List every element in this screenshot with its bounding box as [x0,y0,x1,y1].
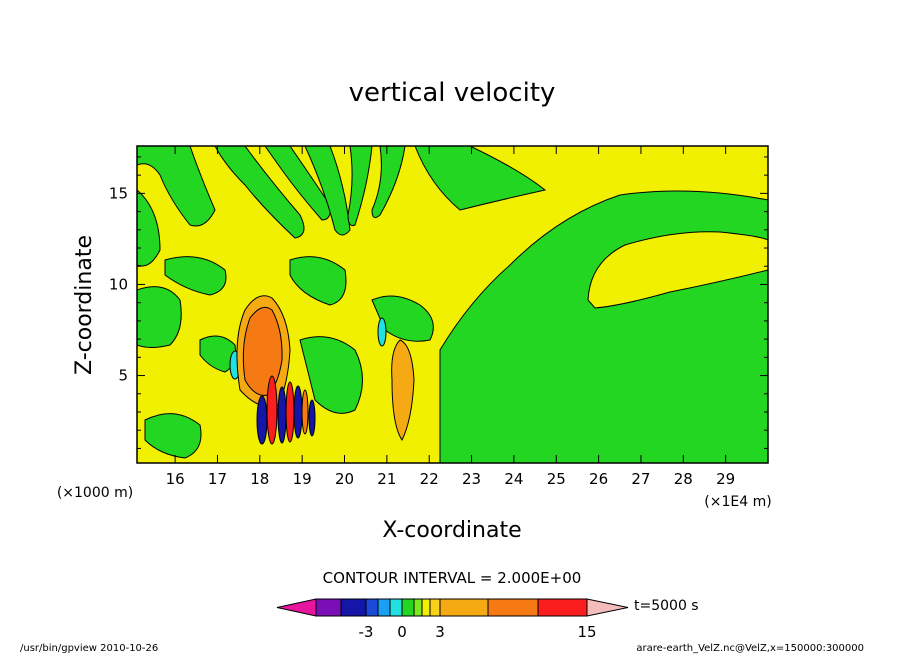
x-tick-label: 16 [166,470,185,488]
cell-down-2 [277,386,287,444]
stripe-5 [371,146,406,219]
colorbar-segment [487,598,539,617]
x-tick-label: 29 [716,470,735,488]
colorbar-arrow-left [276,598,317,617]
colorbar-segment [340,598,367,617]
x-tick-label: 22 [420,470,439,488]
cell-down-4 [308,399,316,437]
y-axis: 5 10 15 [109,156,768,449]
x-tick-label: 26 [589,470,608,488]
colorbar-segment [365,598,379,617]
negative-lobe-center-low [299,336,363,414]
colorbar-label: 0 [397,623,407,641]
x-tick-label: 28 [674,470,693,488]
cell-up-2 [285,381,295,443]
x-tick-label: 19 [293,470,312,488]
y-axis-label: Z-coordinate [72,235,97,375]
footer-left: /usr/bin/gpview 2010-10-26 [20,643,158,654]
x-axis-label: X-coordinate [382,518,521,543]
cell-down-1 [256,395,268,445]
plot-field [137,146,768,463]
convective-cells [256,375,316,445]
negative-band-nw [137,146,216,227]
negative-lobe-center [371,295,434,342]
x-tick-label: 24 [504,470,523,488]
y-tick-label: 10 [109,275,128,293]
negative-lobe-west-1 [137,286,182,348]
cell-up-1 [266,375,278,445]
x-tick-label: 27 [631,470,650,488]
colorbar-segment [429,598,441,617]
stripe-2 [264,146,331,221]
x-tick-label: 20 [335,470,354,488]
colorbar-segment [537,598,588,617]
colorbar-label: 3 [435,623,445,641]
positive-lobe-east [587,231,768,309]
colorbar-segment [315,598,342,617]
stripe-1 [214,146,305,239]
y-tick-label: 15 [109,184,128,202]
colorbar-segment [401,598,415,617]
x-unit-right: (×1E4 m) [704,494,771,510]
cell-down-3 [293,385,303,439]
colorbar-segment [439,598,489,617]
colorbar-segment [389,598,403,617]
colorbar [276,598,629,617]
colorbar-segment [377,598,391,617]
footer-right: arare-earth_VelZ.nc@VelZ,x=150000:300000 [636,643,864,654]
x-tick-label: 23 [462,470,481,488]
x-tick-label: 17 [208,470,227,488]
updraft-secondary [391,339,415,441]
x-tick-label: 21 [377,470,396,488]
colorbar-labels: -3 0 3 15 [359,623,597,641]
negative-lobe-west-2 [164,256,227,296]
stripe-4 [347,146,373,226]
colorbar-label: 15 [577,623,596,641]
x-tick-label: 18 [250,470,269,488]
chart-title: vertical velocity [349,78,556,108]
x-tick-label: 25 [547,470,566,488]
negative-band-west [137,189,161,267]
stripe-6 [414,146,547,211]
colorbar-arrow-right [586,598,629,617]
negative-lobe-mid [289,256,347,306]
colorbar-segment [413,598,423,617]
x-axis: 16 17 18 19 20 21 22 23 24 25 26 27 28 29 [166,146,735,488]
contour-interval: CONTOUR INTERVAL = 2.000E+00 [323,569,582,587]
x-unit-left: (×1000 m) [57,485,133,501]
stripe-3 [304,146,351,236]
updraft-inner [242,306,283,396]
time-label: t=5000 s [634,598,699,614]
negative-lobe-sw [144,413,202,459]
colorbar-segment [421,598,431,617]
plot-frame [136,145,769,464]
cell-up-3 [301,389,309,435]
colorbar-label: -3 [359,623,374,641]
y-tick-label: 5 [118,367,128,385]
weak-downdraft-2 [377,317,387,347]
